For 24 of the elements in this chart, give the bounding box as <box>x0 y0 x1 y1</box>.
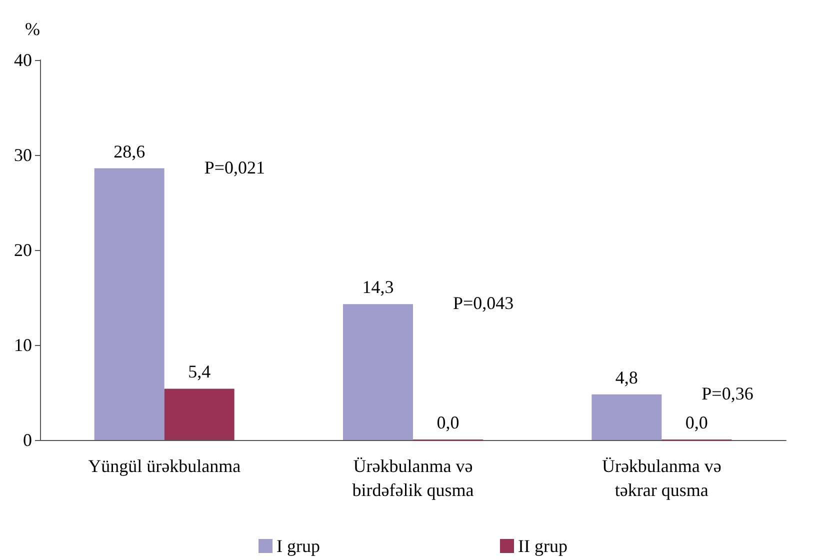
y-tick-label: 10 <box>14 335 32 355</box>
bar <box>592 394 662 440</box>
legend-label: I grup <box>276 536 320 556</box>
bar <box>164 388 234 440</box>
data-label: 5,4 <box>188 362 211 382</box>
bar <box>94 168 164 440</box>
y-axis-title: % <box>25 19 40 39</box>
data-label: 0,0 <box>685 412 708 432</box>
y-tick-label: 40 <box>14 50 32 70</box>
data-label: 14,3 <box>362 277 394 298</box>
y-tick-label: 0 <box>23 430 32 450</box>
annotation: P=0,043 <box>453 293 514 314</box>
x-tick-label: Ürəkbulanma və birdəfəlik qusma <box>352 456 474 500</box>
x-tick-label: Ürəkbulanma və təkrar qusma <box>602 456 722 500</box>
annotation: P=0,36 <box>702 383 754 404</box>
legend-label: II grup <box>518 536 568 556</box>
data-label: 28,6 <box>114 141 146 162</box>
y-tick-label: 30 <box>14 145 32 165</box>
annotation: P=0,021 <box>204 157 266 178</box>
bar <box>343 304 413 440</box>
data-label: 0,0 <box>436 412 460 432</box>
x-tick-label: Yüngül ürəkbulanma <box>88 456 241 476</box>
data-label: 4,8 <box>615 367 638 388</box>
y-tick-label: 20 <box>14 240 32 260</box>
